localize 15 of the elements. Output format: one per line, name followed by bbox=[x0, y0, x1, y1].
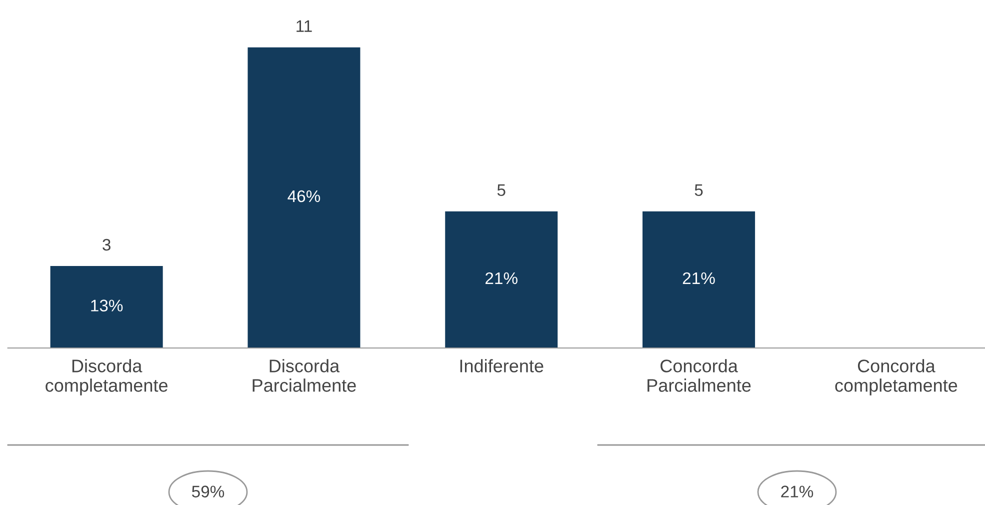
text: 21% bbox=[781, 486, 814, 498]
x-tick-label: Discorda Parcialmente bbox=[252, 359, 356, 392]
x-tick-label: Concorda Parcialmente bbox=[648, 359, 751, 392]
data-label: 5 bbox=[694, 184, 703, 196]
annotation: 21% bbox=[486, 272, 518, 284]
annotation: 46% bbox=[288, 190, 320, 202]
annotation: 21% bbox=[682, 272, 715, 284]
x-tick-label: Indiferente bbox=[460, 359, 544, 372]
x-tick-label: Concorda completamente bbox=[835, 359, 958, 396]
text: 59% bbox=[192, 486, 224, 498]
annotation: 13% bbox=[91, 300, 123, 312]
data-label: 11 bbox=[296, 20, 312, 32]
data-label: 3 bbox=[102, 238, 110, 251]
x-tick-label: Discorda completamente bbox=[46, 359, 168, 396]
data-label: 5 bbox=[497, 184, 506, 196]
